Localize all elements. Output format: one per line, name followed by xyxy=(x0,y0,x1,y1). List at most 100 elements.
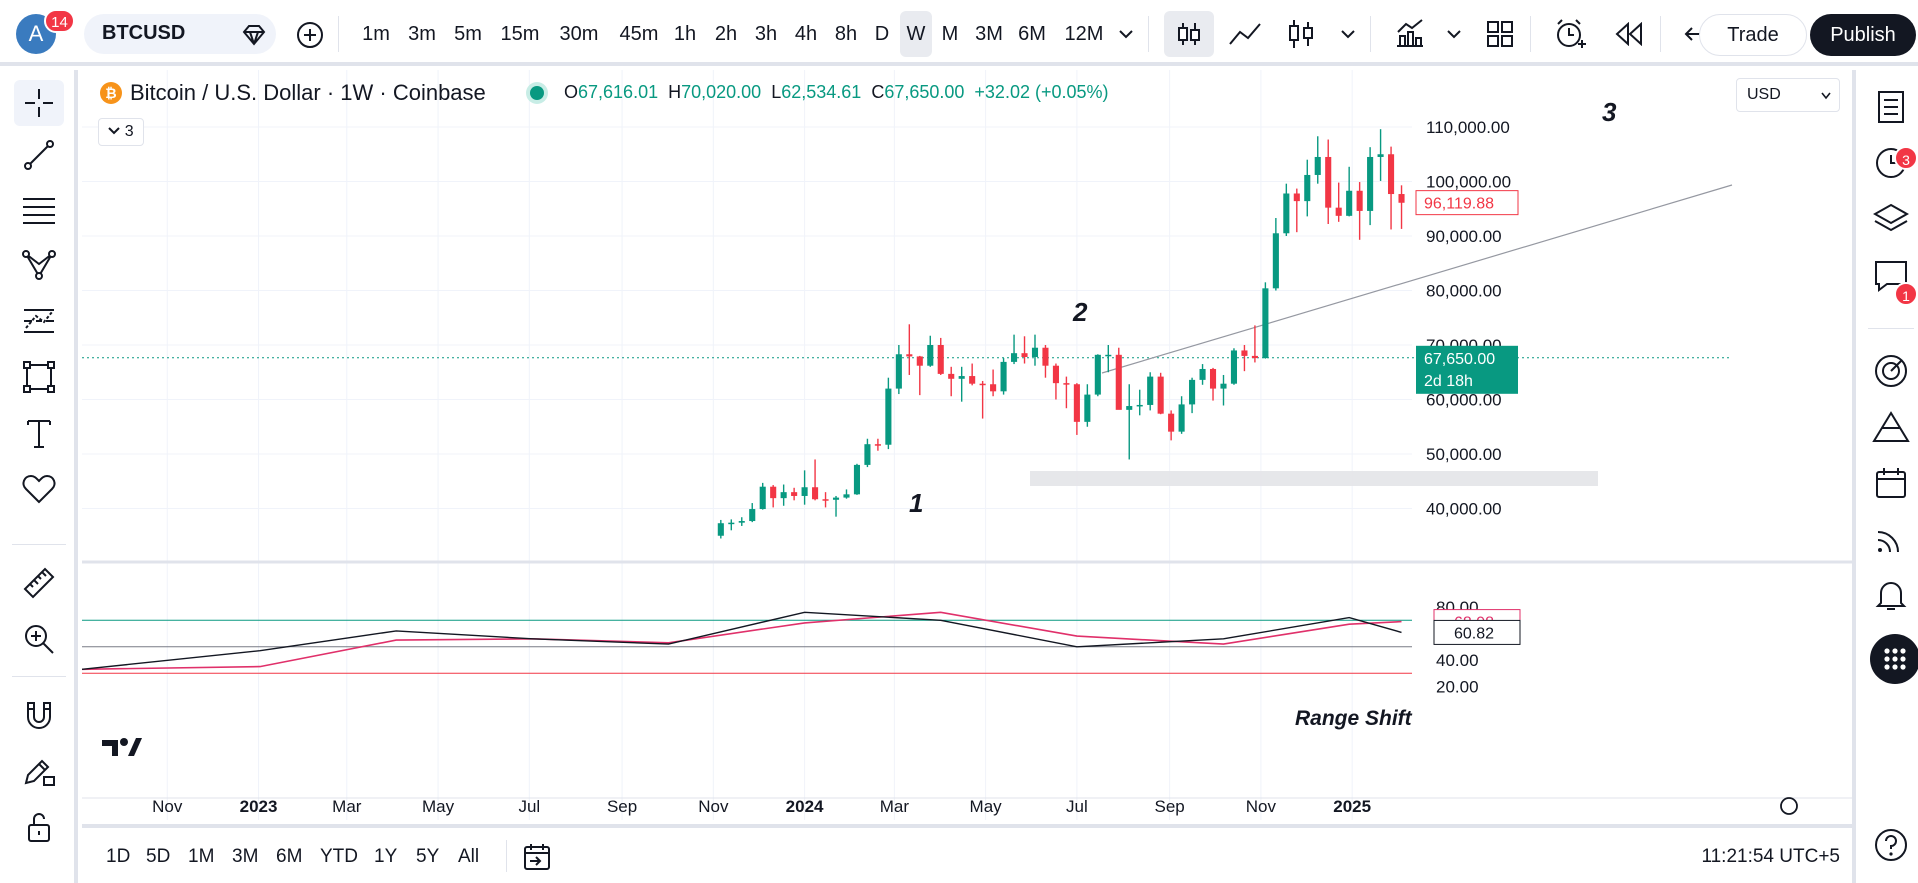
interval-1h[interactable]: 1h xyxy=(673,23,697,45)
wave-label-1[interactable]: 1 xyxy=(909,488,923,518)
timezone-clock[interactable]: 11:21:54 UTC+5 xyxy=(1701,846,1840,867)
candle-body xyxy=(1011,353,1018,362)
indicators-collapse-button[interactable]: 3 xyxy=(98,118,144,146)
interval-5m[interactable]: 5m xyxy=(454,23,482,45)
add-symbol-icon[interactable] xyxy=(296,21,324,49)
wave-label-2[interactable]: 2 xyxy=(1072,297,1088,327)
draw-mode-tool[interactable] xyxy=(14,748,64,794)
market-status-icon[interactable] xyxy=(530,86,544,100)
interval-d[interactable]: D xyxy=(874,23,890,45)
interval-dropdown-icon[interactable] xyxy=(1118,28,1134,40)
range-6m[interactable]: 6M xyxy=(276,846,303,867)
layouts-icon[interactable] xyxy=(1486,20,1514,48)
diamond-icon[interactable] xyxy=(242,24,266,46)
interval-1m[interactable]: 1m xyxy=(362,23,390,45)
range-shift-label[interactable]: Range Shift xyxy=(1295,707,1413,730)
interval-45m[interactable]: 45m xyxy=(619,23,659,45)
open-value: 67,616.01 xyxy=(578,82,659,102)
range-1m[interactable]: 1M xyxy=(188,846,215,867)
candle-body xyxy=(1251,355,1258,359)
interval-6m-months[interactable]: 6M xyxy=(1018,23,1046,45)
candle-body xyxy=(1189,379,1196,405)
lock-tool[interactable] xyxy=(14,804,64,850)
interval-m[interactable]: M xyxy=(941,23,959,45)
interval-2h[interactable]: 2h xyxy=(714,23,738,45)
time-axis-label: Sep xyxy=(1155,797,1185,816)
interval-12m[interactable]: 12M xyxy=(1064,23,1104,45)
interval-15m[interactable]: 15m xyxy=(500,23,540,45)
candle-body xyxy=(1115,354,1122,410)
replay-icon[interactable] xyxy=(1614,22,1644,46)
watchlist-button[interactable] xyxy=(1868,84,1914,130)
tradingview-logo[interactable] xyxy=(102,738,142,756)
candle-body xyxy=(770,486,777,499)
help-button[interactable] xyxy=(1868,822,1914,868)
rsi-pane xyxy=(82,611,1412,674)
icons-tool[interactable] xyxy=(14,466,64,512)
candle-body xyxy=(1398,194,1405,203)
range-1y[interactable]: 1Y xyxy=(374,846,398,867)
range-all[interactable]: All xyxy=(458,846,480,867)
pattern-tool[interactable] xyxy=(14,242,64,288)
interval-w[interactable]: W xyxy=(900,11,932,57)
apps-button[interactable] xyxy=(1870,634,1918,684)
indicators-icon[interactable] xyxy=(1394,18,1426,50)
zoom-tool[interactable] xyxy=(14,616,64,662)
candle-body xyxy=(1209,368,1217,389)
range-ytd[interactable]: YTD xyxy=(320,846,358,867)
range-5d[interactable]: 5D xyxy=(146,846,171,867)
range-3m[interactable]: 3M xyxy=(232,846,259,867)
trend-line-tool[interactable] xyxy=(14,132,64,178)
goto-date-icon[interactable] xyxy=(522,842,552,872)
trade-button[interactable]: Trade xyxy=(1699,14,1807,56)
range-1d[interactable]: 1D xyxy=(106,846,131,867)
interval-3h[interactable]: 3h xyxy=(754,23,778,45)
range-zone-rectangle[interactable] xyxy=(1030,471,1598,486)
candle-body xyxy=(1272,233,1279,289)
calendar-button[interactable] xyxy=(1868,460,1914,506)
interval-4h[interactable]: 4h xyxy=(794,23,818,45)
object-tree-button[interactable] xyxy=(1868,196,1914,242)
bar-chart-icon[interactable] xyxy=(1286,18,1316,50)
ideas-button[interactable] xyxy=(1868,404,1914,450)
symbol-search[interactable] xyxy=(84,14,276,54)
candle-body xyxy=(1031,347,1039,357)
interval-3m-months[interactable]: 3M xyxy=(975,23,1003,45)
measure-tool[interactable] xyxy=(14,560,64,606)
symbol-title[interactable]: Bitcoin / U.S. Dollar · 1W · Coinbase xyxy=(130,80,486,105)
indicators-dropdown-icon[interactable] xyxy=(1446,28,1462,40)
price-chart[interactable]: 110,000.00 100,000.00 90,000.00 80,000.00 70… xyxy=(82,70,1852,824)
symbol-name[interactable]: BTCUSD xyxy=(102,22,186,44)
chats-button[interactable] xyxy=(1868,252,1914,298)
forecasting-tool[interactable] xyxy=(14,298,64,344)
magnet-tool[interactable] xyxy=(14,692,64,738)
chart-type-dropdown-icon[interactable] xyxy=(1340,28,1356,40)
crosshair-tool[interactable] xyxy=(14,80,64,126)
interval-3m[interactable]: 3m xyxy=(408,23,436,45)
alert-icon[interactable] xyxy=(1554,18,1586,50)
toolbar-divider xyxy=(1370,16,1371,52)
fib-tool[interactable] xyxy=(14,188,64,234)
currency-select[interactable]: USD xyxy=(1736,78,1840,112)
toolbar-divider xyxy=(506,840,507,872)
wave-label-3[interactable]: 3 xyxy=(1602,97,1617,127)
trend-line[interactable] xyxy=(1101,184,1733,374)
notifications-button[interactable] xyxy=(1868,572,1914,618)
screener-button[interactable] xyxy=(1868,348,1914,394)
candle-body xyxy=(1042,347,1049,366)
price-axis-label: 100,000.00 xyxy=(1426,173,1511,192)
candle-body xyxy=(1157,376,1164,414)
publish-button[interactable]: Publish xyxy=(1810,14,1916,56)
candle-body xyxy=(1293,193,1300,202)
line-chart-icon[interactable] xyxy=(1228,20,1262,48)
text-tool[interactable] xyxy=(14,410,64,456)
interval-30m[interactable]: 30m xyxy=(559,23,599,45)
toolbar-divider xyxy=(12,544,66,545)
news-button[interactable] xyxy=(1868,516,1914,562)
time-axis-label: Mar xyxy=(332,797,362,816)
shapes-tool[interactable] xyxy=(14,354,64,400)
range-5y[interactable]: 5Y xyxy=(416,846,440,867)
interval-8h[interactable]: 8h xyxy=(834,23,858,45)
change-value: +32.02 (+0.05%) xyxy=(974,82,1109,102)
candles-button[interactable] xyxy=(1164,11,1214,57)
